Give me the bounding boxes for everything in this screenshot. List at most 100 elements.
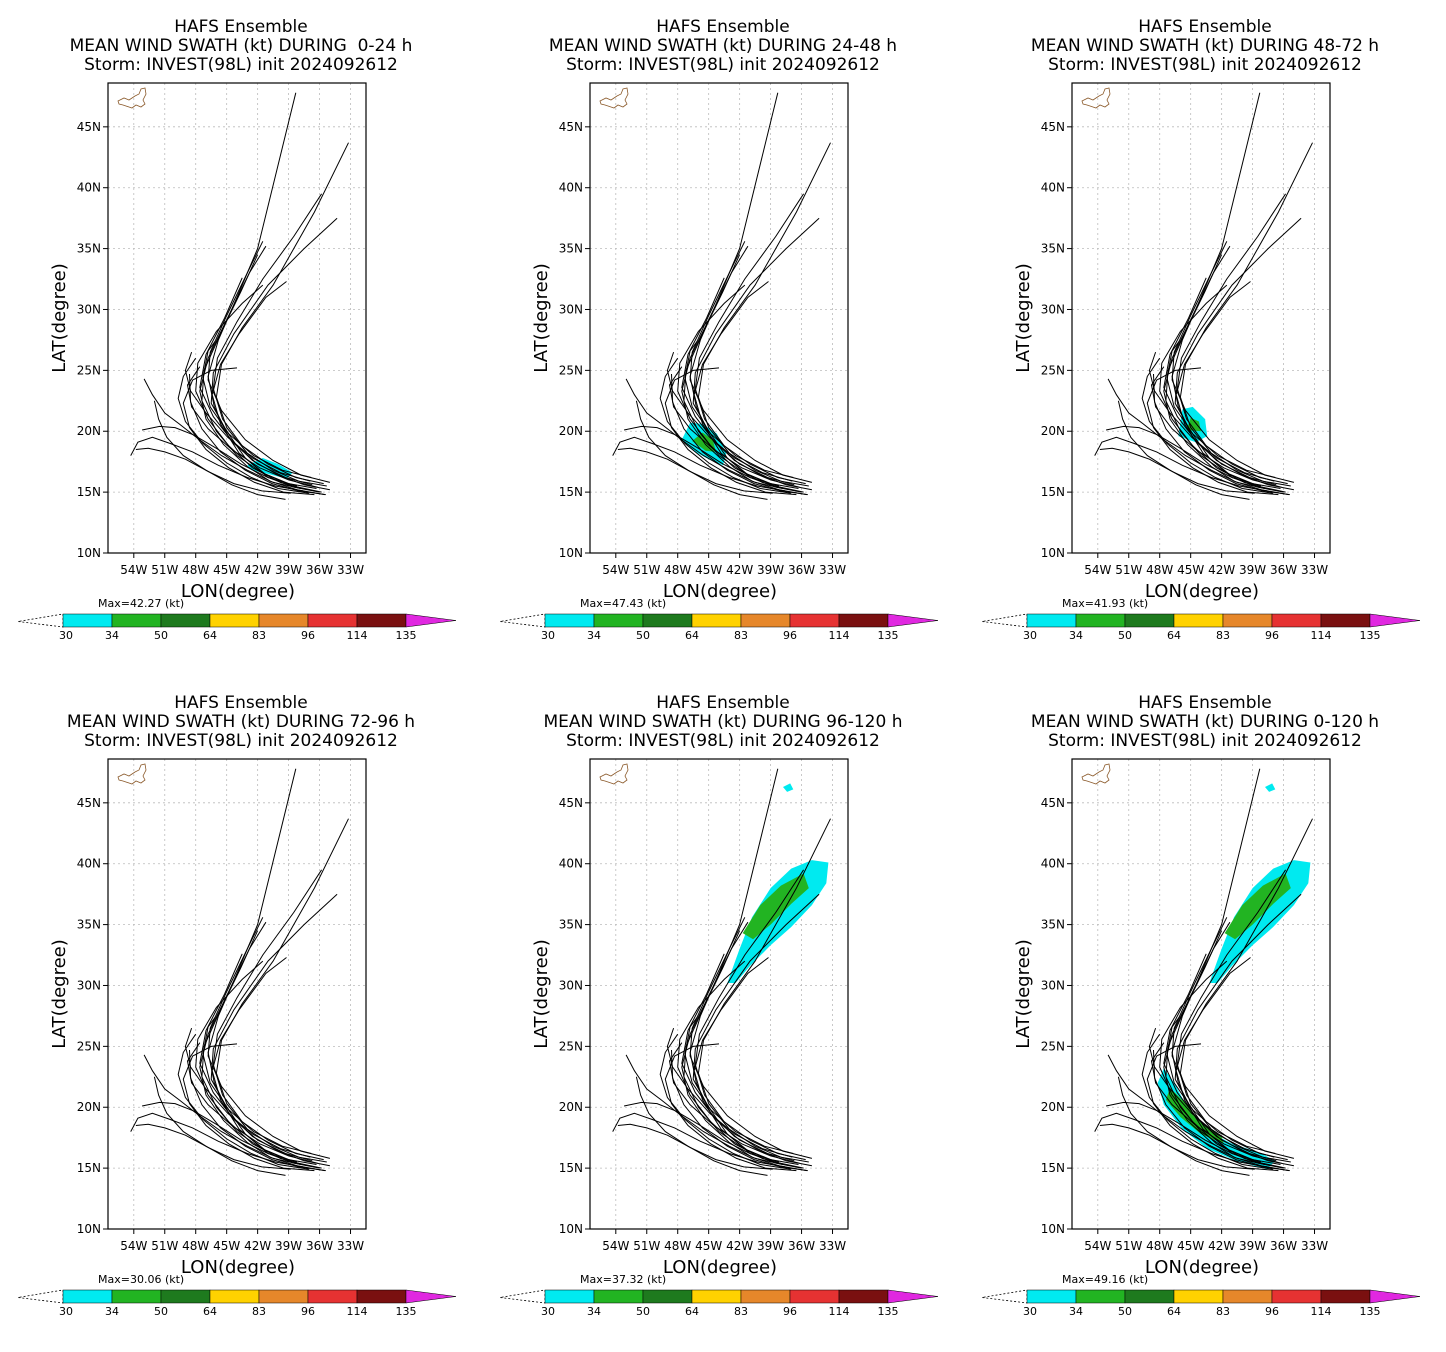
ensemble-track [671,373,808,496]
colorbar-tick-label: 83 [734,1305,748,1318]
colorbar-segment [740,1289,791,1304]
map-canvas: 10N 15N 20N 25N 30N 35N 40N 45N 54W 51W 48W 45W 42W 3… [17,758,457,1318]
colorbar-over-triangle [1369,613,1421,628]
colorbar-segment [1271,1289,1322,1304]
lon-tick-label: 36W [1270,1239,1297,1253]
ensemble-track [211,281,322,493]
map-panel: HAFS Ensemble MEAN WIND SWATH (kt) DURING… [482,676,964,1352]
lon-tick-label: 54W [1084,563,1111,577]
lon-tick-label: 48W [664,1239,691,1253]
colorbar-segment [1173,1289,1224,1304]
colorbar-segment [1026,1289,1077,1304]
colorbar-segment [789,1289,840,1304]
lon-tick-label: 36W [788,1239,815,1253]
ensemble-track [689,241,813,483]
lat-tick-label: 25N [559,1039,583,1053]
lon-tick-label: 54W [1084,1239,1111,1253]
ensemble-track [1159,284,1272,491]
colorbar-segment [307,1289,358,1304]
colorbar-tick-label: 114 [347,1305,368,1318]
map-canvas: 10N 15N 20N 25N 30N 35N 40N 45N 54W 51W 48W 45W 42W 3… [981,82,1421,642]
lat-tick-label: 40N [1041,181,1065,195]
panel-subtitle: MEAN WIND SWATH (kt) DURING 24-48 h [548,36,898,56]
colorbar-under-triangle [17,613,64,628]
colorbar-segment [62,1289,113,1304]
colorbar-tick-label: 114 [347,629,368,642]
colorbar-over-triangle [887,613,939,628]
lon-tick-label: 33W [1301,1239,1328,1253]
coastline [599,763,629,785]
colorbar-tick-label: 96 [783,1305,797,1318]
x-axis-label: LON(degree) [181,581,295,602]
lat-tick-label: 15N [77,485,101,499]
lat-tick-label: 30N [559,978,583,992]
lat-tick-label: 10N [1041,546,1065,560]
lat-tick-label: 25N [559,363,583,377]
lat-tick-label: 25N [77,1039,101,1053]
colorbar-over-triangle [887,1289,939,1304]
lon-tick-label: 42W [726,1239,753,1253]
panel-title: HAFS Ensemble [1138,17,1272,37]
ensemble-track [1117,1076,1250,1176]
storm-info: Storm: INVEST(98L) init 2024092612 [84,55,398,75]
lat-tick-label: 45N [1041,120,1065,134]
max-value-label: Max=47.43 (kt) [580,597,666,610]
colorbar-tick-label: 34 [587,629,601,642]
colorbar-tick-label: 114 [829,629,850,642]
map-canvas: 10N 15N 20N 25N 30N 35N 40N 45N 54W 51W 48W 45W 42W 3… [17,82,457,642]
ensemble-track [1166,340,1276,478]
ensemble-track [681,953,795,1162]
ensemble-track [625,1054,784,1165]
panel-title: HAFS Ensemble [656,17,790,37]
colorbar-tick-label: 83 [252,1305,266,1318]
lat-tick-label: 35N [559,918,583,932]
lon-tick-label: 51W [633,1239,660,1253]
colorbar-segment [1271,613,1322,628]
wind-swath-area [742,873,809,940]
colorbar-segment [544,613,595,628]
y-axis-label: LAT(degree) [1013,263,1034,372]
lat-tick-label: 20N [559,424,583,438]
colorbar-segment [160,613,211,628]
lat-tick-label: 35N [1041,918,1065,932]
ensemble-track [195,284,308,491]
colorbar-segment [258,613,309,628]
ensemble-track [635,1076,768,1176]
colorbar-segment [1075,613,1126,628]
ensemble-track [612,1112,786,1168]
colorbar-tick-label: 83 [1216,629,1230,642]
colorbar-tick-label: 30 [541,1305,555,1318]
plot-frame [107,82,367,554]
panel-title: HAFS Ensemble [174,17,308,37]
x-axis-label: LON(degree) [1145,1257,1259,1278]
ensemble-track [207,241,331,483]
map-panel: HAFS Ensemble MEAN WIND SWATH (kt) DURING… [964,0,1446,676]
colorbar-tick-label: 34 [105,1305,119,1318]
lon-tick-label: 54W [120,563,147,577]
colorbar-under-triangle [499,1289,546,1304]
ensemble-track [666,351,793,482]
ensemble-track [189,373,326,496]
lat-tick-label: 40N [559,857,583,871]
ensemble-track [153,400,286,500]
lat-tick-label: 20N [1041,424,1065,438]
lon-tick-label: 39W [1239,1239,1266,1253]
wind-swath-area [1186,417,1201,432]
lon-tick-label: 51W [151,563,178,577]
colorbar-segment [1222,1289,1273,1304]
lat-tick-label: 30N [77,302,101,316]
lon-tick-label: 48W [664,563,691,577]
colorbar-tick-label: 34 [587,1305,601,1318]
lat-tick-label: 45N [559,796,583,810]
lon-tick-label: 51W [633,563,660,577]
ensemble-track [1159,960,1272,1167]
colorbar-tick-label: 135 [1360,629,1381,642]
ensemble-track [1141,357,1274,494]
lat-tick-label: 15N [559,1161,583,1175]
colorbar-tick-label: 83 [734,629,748,642]
ensemble-track [195,960,308,1167]
lat-tick-label: 15N [77,1161,101,1175]
lon-tick-label: 39W [757,563,784,577]
lon-tick-label: 39W [1239,563,1266,577]
map-canvas: 10N 15N 20N 25N 30N 35N 40N 45N 54W 51W 48W 45W 42W 3… [981,758,1421,1318]
